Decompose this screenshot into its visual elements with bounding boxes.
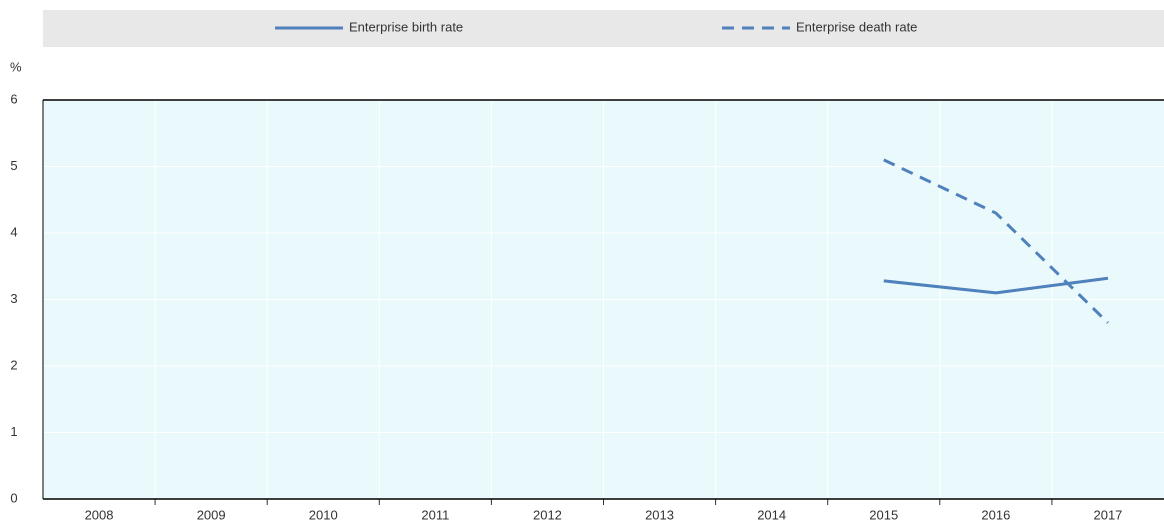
x-tick-label: 2017 [1093,507,1122,522]
series-line [883,158,1109,324]
y-tick-label: 3 [10,291,17,306]
y-unit-label: % [10,59,22,74]
y-tick-label: 2 [10,357,17,372]
y-tick-label: 1 [10,424,17,439]
x-tick-label: 2015 [869,507,898,522]
x-tick-label: 2011 [421,507,449,522]
x-tick-label: 2009 [197,507,226,522]
x-tick-label: 2010 [309,507,338,522]
x-tick-label: 2013 [645,507,674,522]
x-tick-label: 2008 [85,507,114,522]
y-tick-label: 0 [10,490,17,505]
x-tick-label: 2016 [981,507,1010,522]
x-tick-label: 2012 [533,507,562,522]
legend-background [43,10,1164,47]
y-tick-label: 6 [10,91,17,106]
y-tick-label: 4 [10,224,17,239]
legend-label: Enterprise death rate [796,19,917,34]
y-tick-label: 5 [10,158,17,173]
x-tick-label: 2014 [757,507,786,522]
legend-label: Enterprise birth rate [349,19,463,34]
series-line [883,276,1109,295]
